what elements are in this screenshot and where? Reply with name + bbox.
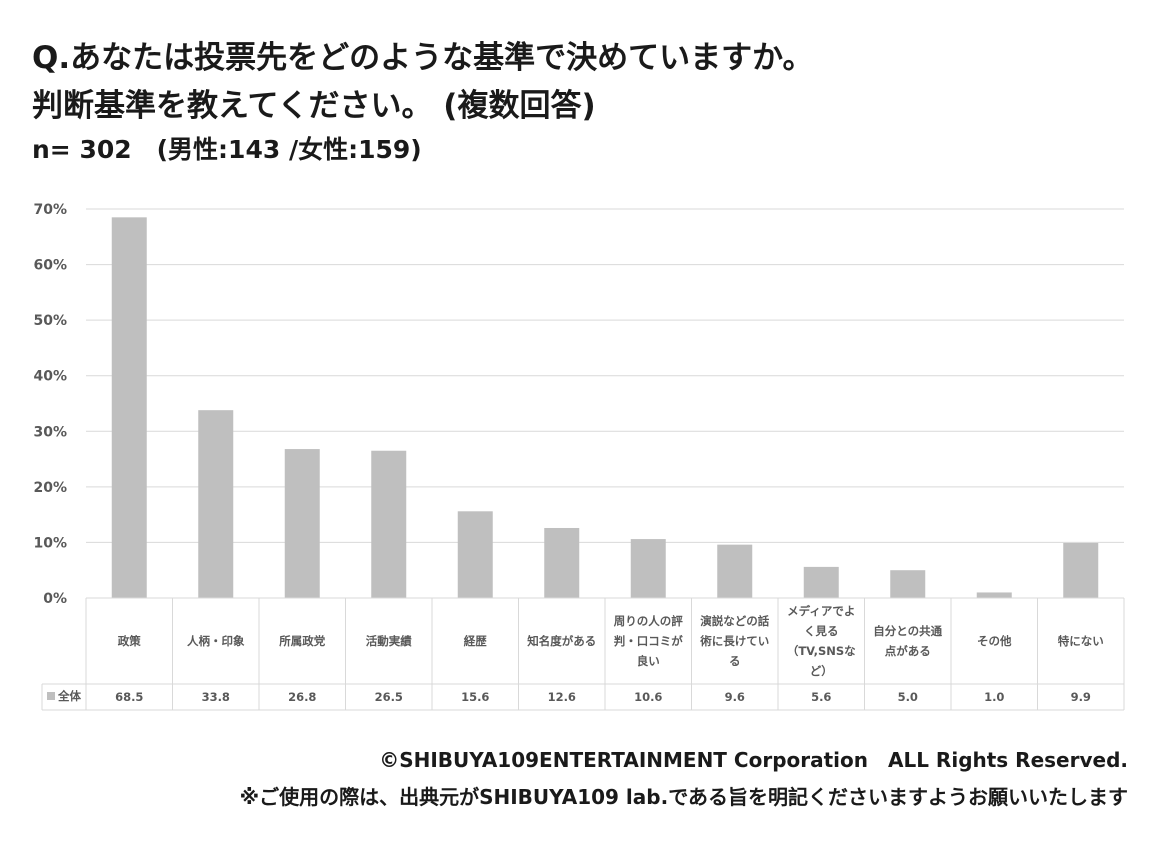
category-label: 判・口コミが xyxy=(614,634,683,648)
data-label: 68.5 xyxy=(115,690,143,704)
category-label: 周りの人の評 xyxy=(614,614,683,628)
category-label: る xyxy=(729,654,741,668)
title-line-1: Q.あなたは投票先をどのような基準で決めていますか。 xyxy=(32,40,814,76)
bar xyxy=(1063,542,1099,598)
category-label: 経歴 xyxy=(464,634,487,648)
data-label: 9.9 xyxy=(1071,690,1091,704)
category-label: メディアでよ xyxy=(787,604,855,618)
y-tick-label: 0% xyxy=(43,591,67,607)
usage-notice: ※ご使用の際は、出典元がSHIBUYA109 lab.である旨を明記くださいます… xyxy=(239,785,1128,809)
bar xyxy=(371,450,407,598)
y-tick-label: 20% xyxy=(33,480,67,496)
category-label: 特にない xyxy=(1058,634,1104,648)
legend-key xyxy=(47,692,55,700)
data-label: 15.6 xyxy=(461,690,489,704)
category-label: 術に長けてい xyxy=(699,634,769,648)
y-tick-label: 40% xyxy=(33,369,67,385)
category-label: 点がある xyxy=(885,644,931,658)
y-tick-label: 70% xyxy=(33,202,67,218)
data-label: 9.6 xyxy=(725,690,745,704)
legend-label: 全体 xyxy=(57,689,81,703)
bar xyxy=(630,539,666,598)
bar xyxy=(284,449,320,598)
y-tick-label: 50% xyxy=(33,313,67,329)
bar xyxy=(717,544,753,598)
bar xyxy=(457,511,493,598)
bar xyxy=(890,570,926,598)
category-label: く見る xyxy=(804,624,839,638)
y-tick-label: 60% xyxy=(33,258,67,274)
bar xyxy=(111,217,147,599)
bar xyxy=(544,527,580,598)
category-label: 政策 xyxy=(118,634,141,648)
title-line-2: 判断基準を教えてください。 (複数回答) xyxy=(32,88,596,124)
data-label: 5.0 xyxy=(898,690,918,704)
data-label: 1.0 xyxy=(984,690,1004,704)
y-tick-label: 10% xyxy=(33,535,67,551)
category-label: 所属政党 xyxy=(279,634,325,648)
category-label: 自分との共通 xyxy=(873,624,942,638)
bar xyxy=(976,592,1012,598)
data-label: 5.6 xyxy=(811,690,831,704)
category-label: 演説などの話 xyxy=(700,614,769,628)
data-label: 10.6 xyxy=(634,690,662,704)
category-label: その他 xyxy=(977,634,1012,648)
copyright-text: ©SHIBUYA109ENTERTAINMENT Corporation ALL… xyxy=(379,748,1128,772)
category-label: （TV,SNSな xyxy=(787,644,856,658)
category-label: 良い xyxy=(637,654,660,668)
chart-title: Q.あなたは投票先をどのような基準で決めていますか。 判断基準を教えてください。… xyxy=(32,34,814,130)
category-label: 知名度がある xyxy=(526,634,596,648)
data-label: 33.8 xyxy=(202,690,230,704)
category-label: ど） xyxy=(810,664,833,678)
y-tick-label: 30% xyxy=(33,424,67,440)
data-label: 26.8 xyxy=(288,690,316,704)
sample-size: n= 302 (男性:143 /女性:159) xyxy=(32,135,422,164)
data-label: 26.5 xyxy=(375,690,403,704)
bar xyxy=(803,566,839,598)
category-label: 人柄・印象 xyxy=(187,634,245,648)
category-label: 活動実績 xyxy=(366,634,412,648)
data-label: 12.6 xyxy=(548,690,576,704)
bar xyxy=(198,410,234,598)
